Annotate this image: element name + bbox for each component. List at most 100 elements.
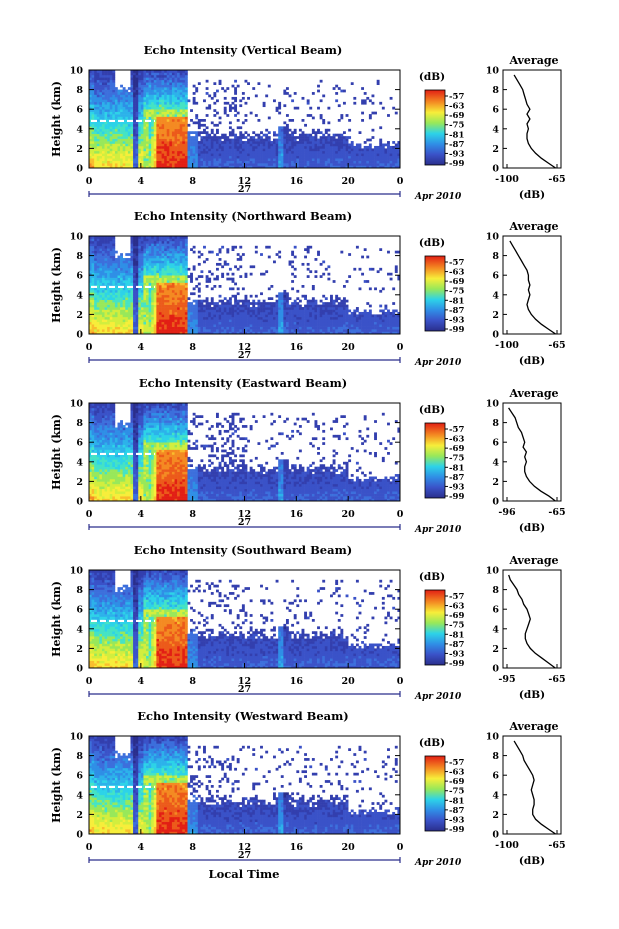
heatmap-cell bbox=[151, 327, 154, 330]
heatmap-cell bbox=[356, 163, 359, 166]
heatmap-cell bbox=[141, 82, 144, 85]
heatmap-cell bbox=[193, 300, 196, 303]
heatmap-cell bbox=[136, 273, 139, 276]
heatmap-cell bbox=[177, 148, 180, 151]
heatmap-cell bbox=[351, 148, 354, 151]
heatmap-cell bbox=[200, 124, 203, 127]
heatmap-cell bbox=[105, 302, 108, 305]
heatmap-cell bbox=[289, 305, 292, 308]
heatmap-cell bbox=[387, 114, 390, 117]
heatmap-cell bbox=[182, 87, 185, 90]
heatmap-cell bbox=[130, 75, 133, 78]
heatmap-cell bbox=[265, 134, 268, 137]
heatmap-cell bbox=[151, 151, 154, 154]
heatmap-cell bbox=[182, 258, 185, 261]
heatmap-cell bbox=[263, 146, 266, 149]
heatmap-cell bbox=[232, 153, 235, 156]
heatmap-cell bbox=[281, 146, 284, 149]
heatmap-cell bbox=[128, 327, 131, 330]
heatmap-cell bbox=[169, 82, 172, 85]
heatmap-cell bbox=[216, 141, 219, 144]
heatmap-cell bbox=[273, 327, 276, 330]
heatmap-cell bbox=[198, 251, 201, 254]
heatmap-cell bbox=[296, 141, 299, 144]
heatmap-cell bbox=[211, 300, 214, 303]
heatmap-cell bbox=[125, 124, 128, 127]
heatmap-cell bbox=[112, 104, 115, 107]
heatmap-cell bbox=[211, 161, 214, 164]
heatmap-cell bbox=[252, 144, 255, 147]
heatmap-cell bbox=[125, 158, 128, 161]
heatmap-cell bbox=[185, 241, 188, 244]
heatmap-cell bbox=[172, 131, 175, 134]
heatmap-cell bbox=[138, 280, 141, 283]
heatmap-cell bbox=[172, 314, 175, 317]
heatmap-cell bbox=[338, 158, 341, 161]
heatmap-cell bbox=[219, 314, 222, 317]
heatmap-cell bbox=[125, 283, 128, 286]
heatmap-cell bbox=[94, 278, 97, 281]
heatmap-cell bbox=[133, 285, 136, 288]
heatmap-cell bbox=[156, 82, 159, 85]
heatmap-cell bbox=[94, 300, 97, 303]
heatmap-cell bbox=[107, 158, 110, 161]
heatmap-cell bbox=[289, 156, 292, 159]
heatmap-cell bbox=[175, 253, 178, 256]
heatmap-cell bbox=[182, 319, 185, 322]
heatmap-cell bbox=[257, 163, 260, 166]
heatmap-cell bbox=[110, 126, 113, 129]
heatmap-cell bbox=[190, 119, 193, 122]
heatmap-cell bbox=[154, 148, 157, 151]
heatmap-cell bbox=[159, 144, 162, 147]
heatmap-cell bbox=[273, 158, 276, 161]
heatmap-cell bbox=[203, 163, 206, 166]
heatmap-cell bbox=[213, 92, 216, 95]
heatmap-cell bbox=[302, 119, 305, 122]
heatmap-cell bbox=[123, 283, 126, 286]
heatmap-cell bbox=[172, 273, 175, 276]
heatmap-cell bbox=[133, 87, 136, 90]
heatmap-cell bbox=[154, 158, 157, 161]
heatmap-cell bbox=[185, 104, 188, 107]
heatmap-cell bbox=[268, 302, 271, 305]
heatmap-cell bbox=[164, 158, 167, 161]
heatmap-cell bbox=[185, 319, 188, 322]
heatmap-cell bbox=[268, 319, 271, 322]
heatmap-cell bbox=[136, 117, 139, 120]
heatmap-cell bbox=[151, 124, 154, 127]
heatmap-cell bbox=[187, 302, 190, 305]
heatmap-cell bbox=[136, 87, 139, 90]
heatmap-cell bbox=[193, 85, 196, 88]
heatmap-cell bbox=[216, 163, 219, 166]
heatmap-cell bbox=[115, 153, 118, 156]
heatmap-cell bbox=[175, 109, 178, 112]
heatmap-cell bbox=[247, 151, 250, 154]
heatmap-cell bbox=[136, 114, 139, 117]
heatmap-cell bbox=[110, 300, 113, 303]
heatmap-cell bbox=[118, 146, 121, 149]
heatmap-cell bbox=[133, 295, 136, 298]
heatmap-cell bbox=[289, 119, 292, 122]
heatmap-cell bbox=[143, 148, 146, 151]
heatmap-cell bbox=[99, 126, 102, 129]
heatmap-cell bbox=[395, 153, 398, 156]
heatmap-cell bbox=[149, 253, 152, 256]
heatmap-cell bbox=[146, 156, 149, 159]
heatmap-cell bbox=[338, 156, 341, 159]
heatmap-cell bbox=[276, 144, 279, 147]
heatmap-cell bbox=[203, 310, 206, 313]
heatmap-cell bbox=[164, 161, 167, 164]
heatmap-cell bbox=[299, 156, 302, 159]
heatmap-cell bbox=[200, 307, 203, 310]
heatmap-cell bbox=[182, 151, 185, 154]
heatmap-cell bbox=[307, 153, 310, 156]
heatmap-cell bbox=[110, 280, 113, 283]
heatmap-cell bbox=[102, 241, 105, 244]
heatmap-cell bbox=[307, 136, 310, 139]
heatmap-cell bbox=[193, 141, 196, 144]
heatmap-cell bbox=[242, 312, 245, 315]
heatmap-cell bbox=[172, 144, 175, 147]
heatmap-cell bbox=[138, 241, 141, 244]
heatmap-cell bbox=[133, 75, 136, 78]
heatmap-cell bbox=[291, 153, 294, 156]
